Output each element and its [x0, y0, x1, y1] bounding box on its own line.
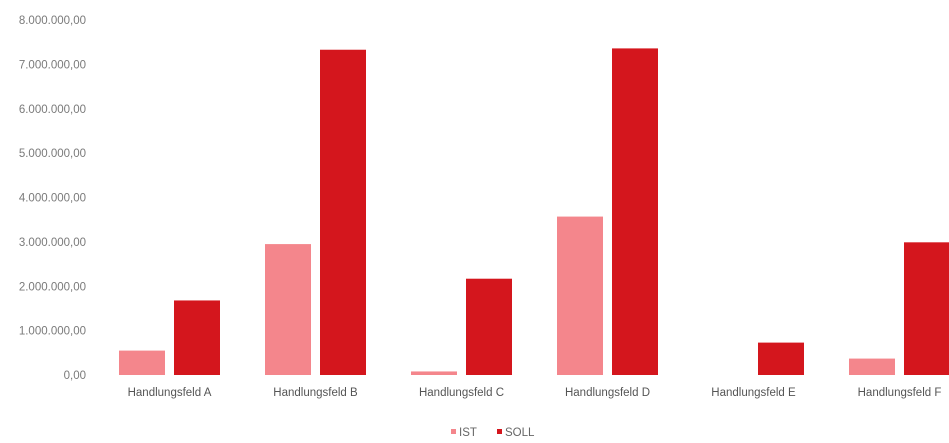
y-tick-label: 3.000.000,00 — [19, 237, 86, 249]
y-tick-label: 7.000.000,00 — [19, 59, 86, 71]
x-category-label: Handlungsfeld B — [273, 387, 358, 399]
legend: IST SOLL — [451, 427, 535, 439]
x-category-label: Handlungsfeld E — [711, 387, 796, 399]
y-tick-label: 1.000.000,00 — [19, 326, 86, 338]
bar-soll-1 — [174, 300, 220, 375]
bar-soll-2 — [320, 49, 366, 375]
y-tick-label: 6.000.000,00 — [19, 104, 86, 116]
x-category-label: Handlungsfeld F — [858, 387, 942, 399]
y-tick-label: 2.000.000,00 — [19, 281, 86, 293]
x-category-label: Handlungsfeld D — [565, 387, 650, 399]
bars — [119, 48, 949, 376]
y-tick-label: 5.000.000,00 — [19, 148, 86, 160]
x-category-label: Handlungsfeld A — [128, 387, 212, 399]
bar-ist-2 — [265, 244, 311, 375]
bar-ist-4 — [557, 216, 603, 375]
legend-swatch-ist — [451, 429, 456, 434]
x-axis: Handlungsfeld A Handlungsfeld B Handlungsf… — [128, 387, 942, 399]
bar-soll-4 — [612, 48, 658, 376]
legend-label-ist: IST — [459, 427, 477, 439]
bar-ist-3 — [411, 371, 457, 375]
y-tick-label: 8.000.000,00 — [19, 15, 86, 27]
bar-soll-5 — [758, 342, 804, 375]
bar-ist-6 — [849, 358, 895, 375]
y-axis: 0,00 1.000.000,00 2.000.000,00 3.000.000,00… — [19, 15, 86, 382]
legend-swatch-soll — [497, 429, 502, 434]
y-tick-label: 0,00 — [64, 370, 86, 382]
bar-soll-3 — [466, 278, 512, 375]
legend-label-soll: SOLL — [505, 427, 535, 439]
y-tick-label: 4.000.000,00 — [19, 193, 86, 205]
bar-ist-1 — [119, 350, 165, 375]
bar-soll-6 — [904, 242, 949, 375]
x-category-label: Handlungsfeld C — [419, 387, 504, 399]
